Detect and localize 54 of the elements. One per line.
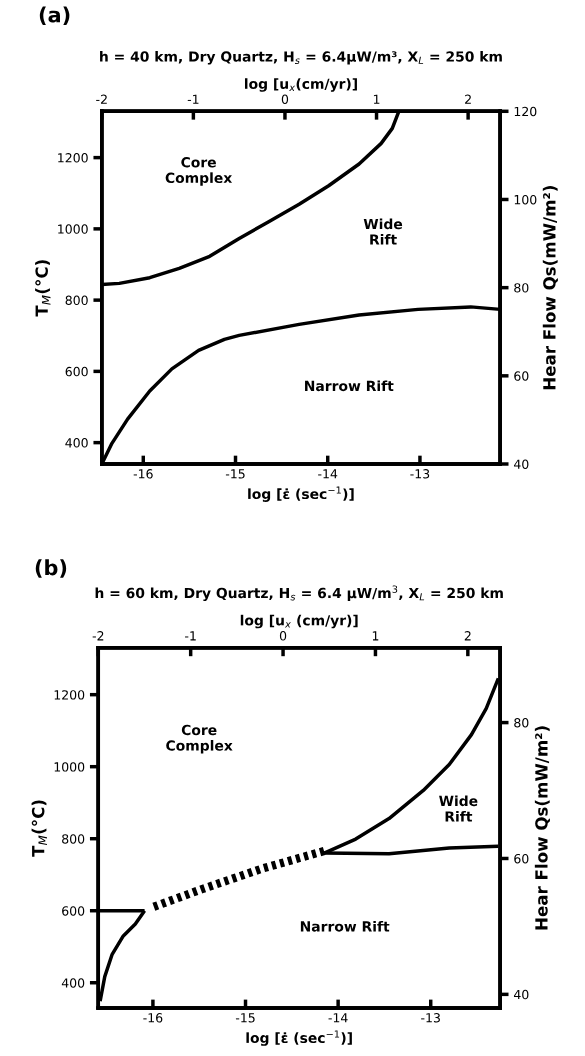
y2-tick-label: 60 <box>514 371 529 381</box>
x2-tick-label: -2 <box>92 631 104 641</box>
x-tick-label: -16 <box>143 1013 163 1023</box>
y-axis-title: T$_{M}$(°C) <box>35 260 51 317</box>
x2-tick-label: 2 <box>465 94 471 104</box>
y-tick-label: 600 <box>65 366 88 377</box>
x-tick-label: -13 <box>410 469 430 479</box>
x2-tick-label: 2 <box>464 631 471 641</box>
x-tick-label: -16 <box>133 469 153 479</box>
y2-tick-label: 60 <box>514 853 529 864</box>
x2-tick-label: -2 <box>96 94 107 104</box>
x2-tick-label: 0 <box>281 94 289 105</box>
y2-tick-label: 80 <box>514 718 529 728</box>
x2-tick-label: 1 <box>373 94 380 104</box>
x-tick-label: -15 <box>225 469 245 479</box>
annotation: Narrow Rift <box>305 380 394 392</box>
x2-axis-title: log [u$_{x}$(cm/yr)] <box>245 78 357 92</box>
y-tick-label: 400 <box>61 978 85 988</box>
chart-title: h = 40 km, Dry Quartz, H$_{s}$ = 6.4μW/m³, X$_{L}$ = 250 km <box>100 51 502 65</box>
x-tick-label: -14 <box>318 469 338 479</box>
x2-tick-label: 0 <box>279 631 287 641</box>
y-tick-label: 800 <box>62 834 85 844</box>
x-tick-label: -13 <box>421 1013 440 1023</box>
annotation: Core Complex <box>165 157 233 186</box>
y-tick-label: 1000 <box>54 762 85 772</box>
x2-tick-label: -1 <box>187 94 199 104</box>
y-tick-label: 1200 <box>58 153 88 163</box>
y2-tick-label: 120 <box>514 106 537 117</box>
x2-tick-label: -1 <box>185 631 196 641</box>
y-tick-label: 600 <box>62 906 85 916</box>
x-axis-title: log [ε̇ (sec$^{−1}$)] <box>246 1030 352 1046</box>
y-tick-label: 800 <box>65 295 88 306</box>
y2-tick-label: 100 <box>514 194 537 205</box>
y2-tick-label: 40 <box>513 989 529 1000</box>
x-axis-title: log [ε̇ (sec$^{−1}$)] <box>248 486 354 502</box>
annotation: Wide Rift <box>439 795 478 822</box>
y-axis-title: T$_{M}$(°C) <box>31 800 47 857</box>
annotation: Wide Rift <box>363 218 403 245</box>
text: (b) <box>35 559 67 578</box>
annotation: Core Complex <box>166 724 233 754</box>
y2-tick-label: 40 <box>513 459 529 469</box>
x2-tick-label: 1 <box>372 631 379 641</box>
y-tick-label: 400 <box>65 438 88 448</box>
chart-title: h = 60 km, Dry Quartz, H$_{s}$ = 6.4 μW/m$^{3}$, X$_{L}$ = 250 km <box>95 585 503 602</box>
y-tick-label: 1200 <box>54 690 85 700</box>
y2-tick-label: 80 <box>514 283 529 293</box>
y2-axis-title: Hear Flow Qs(mW/m²) <box>534 726 550 930</box>
y-tick-label: 1000 <box>58 224 88 234</box>
x-tick-label: -15 <box>235 1013 255 1023</box>
x-tick-label: -14 <box>328 1013 348 1023</box>
y2-axis-title: Hear Flow Qs(mW/m²) <box>542 186 558 390</box>
text: (a) <box>39 6 70 26</box>
annotation: Narrow Rift <box>300 920 390 932</box>
x2-axis-title: log [u$_{x}$ (cm/yr)] <box>240 614 358 629</box>
